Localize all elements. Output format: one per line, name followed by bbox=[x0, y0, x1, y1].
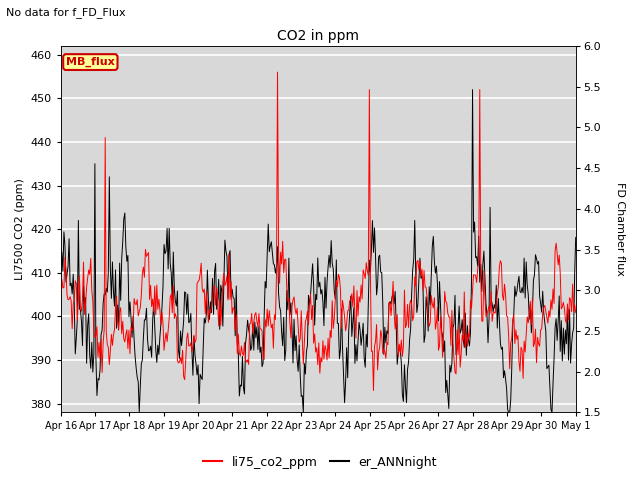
Y-axis label: FD Chamber flux: FD Chamber flux bbox=[615, 182, 625, 276]
Title: CO2 in ppm: CO2 in ppm bbox=[277, 29, 359, 43]
Legend: li75_co2_ppm, er_ANNnight: li75_co2_ppm, er_ANNnight bbox=[198, 451, 442, 474]
Text: MB_flux: MB_flux bbox=[66, 57, 115, 67]
Y-axis label: LI7500 CO2 (ppm): LI7500 CO2 (ppm) bbox=[15, 178, 25, 280]
Text: No data for f_FD_Flux: No data for f_FD_Flux bbox=[6, 7, 126, 18]
